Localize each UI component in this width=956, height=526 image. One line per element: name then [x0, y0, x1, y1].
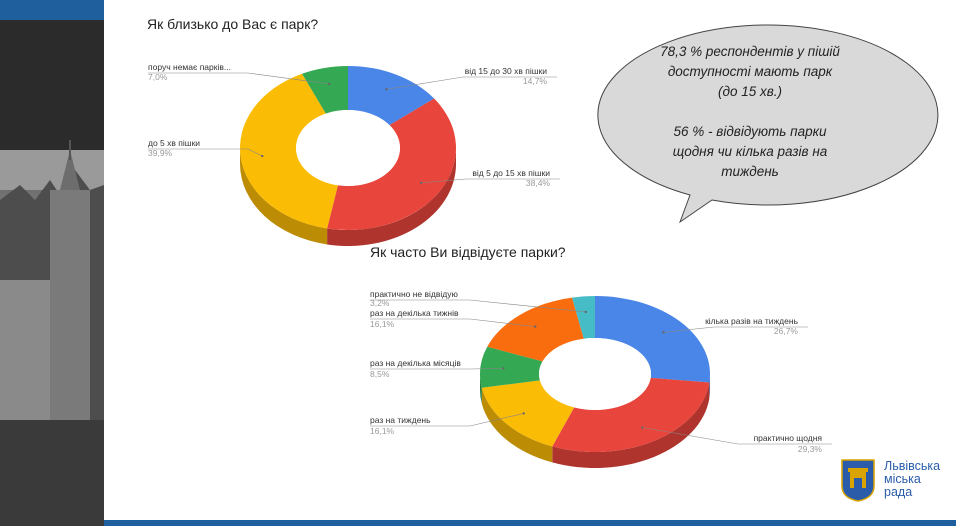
leader-dot: [662, 331, 665, 334]
slice-value-label: 14,7%: [523, 76, 548, 86]
leader-line: [386, 76, 464, 90]
city-photo: [0, 0, 104, 526]
slice-3: [481, 380, 575, 447]
logo-text: Львівська міська рада: [884, 460, 940, 499]
donut-hole: [539, 338, 651, 410]
chart2-title: Як часто Ви відвідуєте парки?: [370, 244, 566, 260]
leader-dot: [641, 426, 644, 429]
slice-1: [595, 296, 710, 383]
slice-value-label: 26,7%: [774, 326, 799, 336]
slice-value-label: 16,1%: [370, 426, 395, 436]
slice-label: від 15 до 30 хв пішки: [465, 66, 548, 76]
slice-value-label: 29,3%: [798, 444, 823, 454]
slice-4: [302, 66, 348, 114]
leader-line: [421, 178, 467, 184]
slice-5: [487, 297, 584, 362]
bubble-line: 78,3 % респондентів у пішій: [660, 44, 840, 59]
logo-line1: Львівська: [884, 459, 941, 473]
bubble-text: 78,3 % респондентів у пішій доступності м…: [660, 44, 840, 179]
bubble-line: (до 15 хв.): [718, 84, 782, 99]
city-silhouette: [0, 0, 104, 526]
slice-4: [479, 346, 543, 388]
slice-label: від 5 до 15 хв пішки: [472, 168, 550, 178]
slice-3: [240, 73, 338, 229]
slice-value-label: 39,9%: [148, 148, 173, 158]
slice-1: [348, 66, 435, 126]
leader-line: [663, 326, 715, 333]
leader-line: [469, 299, 586, 313]
slice-value-label: 16,1%: [370, 319, 395, 329]
slice-label: практично щодня: [754, 433, 823, 443]
leader-dot: [385, 88, 388, 91]
slice-side-2: [552, 382, 710, 468]
slice-side-3: [240, 148, 328, 245]
chart1-title: Як близько до Вас є парк?: [147, 16, 319, 32]
slice-label: раз на декілька місяців: [370, 358, 461, 368]
leader-dot: [327, 82, 331, 86]
leader-line: [642, 427, 739, 445]
leader-dot: [502, 367, 505, 370]
leader-dot: [534, 325, 537, 328]
slice-label: поруч немає парків...: [148, 62, 231, 72]
leader-line: [469, 368, 504, 370]
slice-side-3: [481, 387, 553, 463]
slice-side-2: [327, 148, 456, 246]
slice-side-1: [709, 374, 710, 399]
leader-dot: [420, 181, 423, 185]
leader-line: [247, 72, 330, 85]
slice-side-4: [480, 374, 482, 404]
leader-dot: [261, 154, 264, 158]
logo-line2: міська: [884, 472, 921, 486]
donut-hole: [296, 110, 400, 186]
slice-value-label: 8,5%: [370, 369, 390, 379]
slice-value-label: 7,0%: [148, 72, 168, 82]
slice-label: практично не відвідую: [370, 289, 458, 299]
bubble-line: щодня чи кілька разів на: [673, 144, 828, 159]
logo-line3: рада: [884, 485, 913, 499]
slice-value-label: 3,2%: [370, 298, 390, 308]
leader-dot: [522, 412, 525, 415]
slice-2: [327, 98, 456, 230]
slice-value-label: 38,4%: [526, 178, 551, 188]
leader-dot: [584, 310, 587, 314]
slice-label: до 5 хв пішки: [148, 138, 200, 148]
slice-6: [572, 296, 595, 339]
slice-label: раз на тиждень: [370, 415, 431, 425]
leader-line: [247, 148, 263, 157]
bubble-line: тиждень: [721, 164, 779, 179]
slice-2: [552, 377, 710, 452]
leader-line: [469, 318, 536, 327]
slice-label: кілька разів на тиждень: [705, 316, 799, 326]
speech-bubble: [597, 24, 939, 224]
lviv-coat-of-arms-icon: [841, 459, 875, 502]
bubble-line: доступності мають парк: [668, 64, 833, 79]
slice-label: раз на декілька тижнів: [370, 308, 459, 318]
leader-line: [469, 413, 524, 427]
bottom-accent-bar: [104, 520, 956, 526]
bubble-line: 56 % - відвідують парки: [674, 124, 827, 139]
top-accent-bar: [0, 0, 104, 20]
